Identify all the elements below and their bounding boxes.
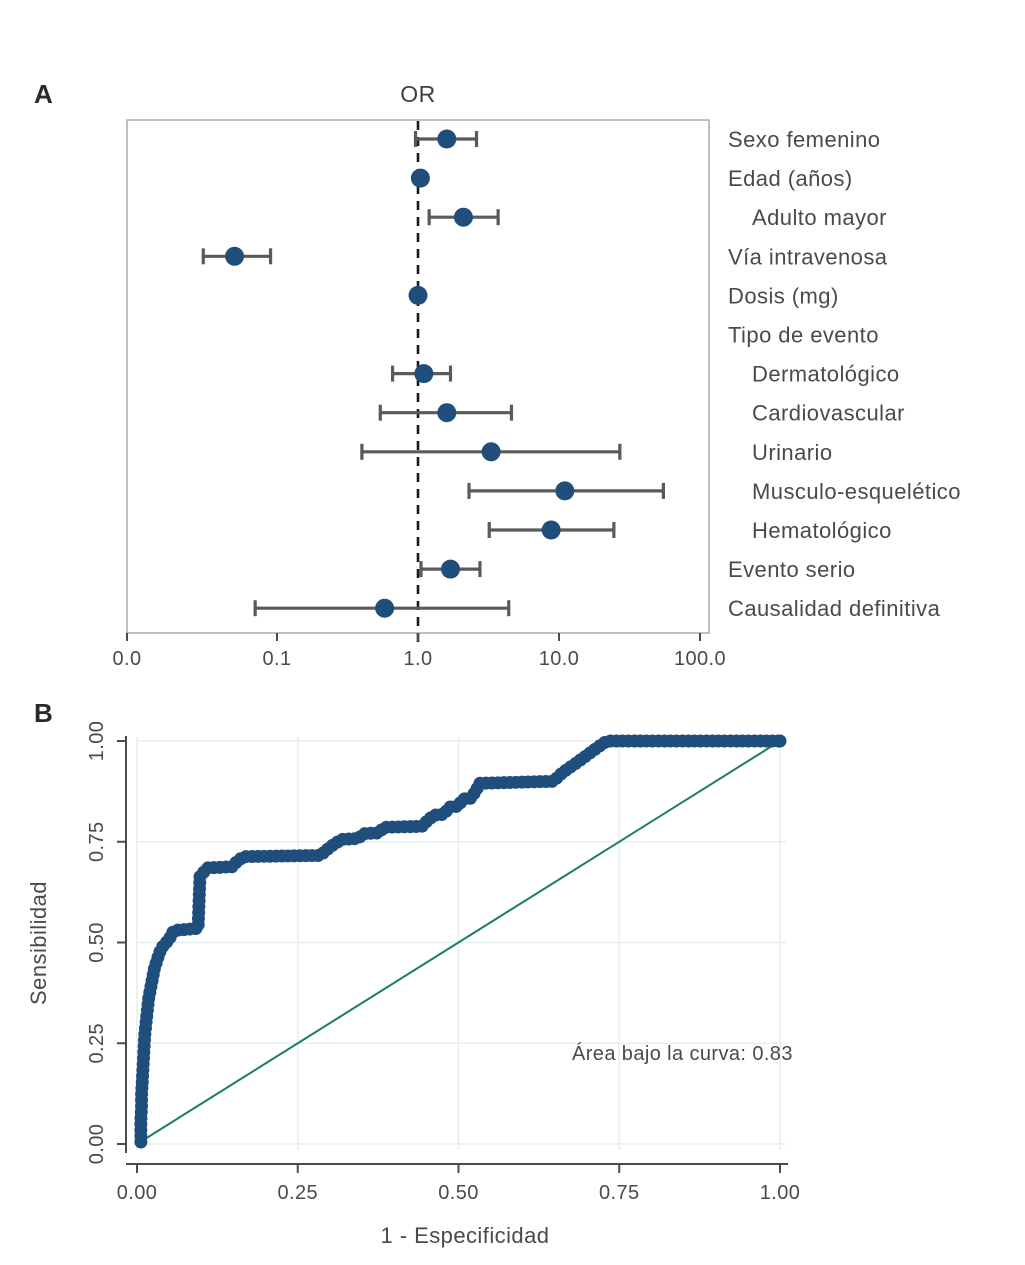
roc-dot <box>773 734 787 748</box>
roc-x-tick-label: 1.00 <box>760 1182 801 1204</box>
roc-y-axis-title: Sensibilidad <box>26 881 51 1005</box>
forest-row-label: Tipo de evento <box>728 323 879 348</box>
forest-x-tick-label: 10.0 <box>539 648 580 670</box>
forest-point <box>225 246 245 266</box>
forest-plot-content <box>201 129 665 618</box>
forest-row-label: Causalidad definitiva <box>728 596 941 621</box>
roc-diagonal-line <box>136 740 781 1145</box>
roc-y-tick-label: 0.00 <box>86 1124 108 1165</box>
forest-row-label: Edad (años) <box>728 166 853 191</box>
forest-row-label: Urinario <box>752 440 833 465</box>
forest-row-label: Sexo femenino <box>728 127 880 152</box>
forest-x-axis: 0.0 0.1 1.0 10.0 100.0 <box>112 633 726 670</box>
forest-row-label: Evento serio <box>728 557 856 582</box>
roc-x-tick-label: 0.00 <box>117 1182 158 1204</box>
forest-point <box>437 129 457 149</box>
roc-x-tick-label: 0.25 <box>277 1182 318 1204</box>
forest-row-label: Hematológico <box>752 518 892 543</box>
forest-x-tick-label: 0.0 <box>112 648 141 670</box>
forest-point <box>408 285 428 305</box>
forest-point <box>555 481 575 501</box>
roc-x-tick-label: 0.75 <box>599 1182 640 1204</box>
forest-row-label: Musculo-esquelético <box>752 479 961 504</box>
forest-title: OR <box>400 81 435 107</box>
forest-point <box>437 403 457 423</box>
forest-row-labels: Sexo femenino Edad (años) Adulto mayor Vía … <box>728 127 961 621</box>
forest-point <box>541 520 561 540</box>
roc-curve <box>134 734 787 1149</box>
forest-x-tick-label: 0.1 <box>262 648 291 670</box>
forest-x-tick-label: 1.0 <box>403 648 432 670</box>
roc-y-tick-label: 0.25 <box>86 1023 108 1064</box>
forest-row-label: Dermatológico <box>752 362 900 387</box>
roc-y-tick-label: 0.75 <box>86 821 108 862</box>
roc-y-tick-label: 1.00 <box>86 721 108 762</box>
roc-axes: 0.00 0.25 0.50 0.75 1.00 0.00 0.25 0.50 0.75 1.00 <box>86 721 800 1204</box>
forest-point <box>453 207 473 227</box>
forest-point <box>375 598 395 618</box>
forest-row-label: Cardiovascular <box>752 401 905 426</box>
forest-row-label: Adulto mayor <box>752 205 887 230</box>
forest-row-label: Vía intravenosa <box>728 244 888 269</box>
forest-point <box>414 364 434 384</box>
panel-a-label: A <box>34 79 53 109</box>
roc-x-tick-label: 0.50 <box>438 1182 479 1204</box>
panel-b-label: B <box>34 698 53 728</box>
forest-point <box>410 168 430 188</box>
roc-y-tick-label: 0.50 <box>86 922 108 963</box>
forest-row-label: Dosis (mg) <box>728 283 839 308</box>
roc-x-axis-title: 1 - Especificidad <box>381 1223 550 1248</box>
forest-point <box>440 559 460 579</box>
forest-x-tick-label: 100.0 <box>674 648 726 670</box>
forest-point <box>481 442 501 462</box>
roc-auc-annotation: Área bajo la curva: 0.83 <box>572 1042 793 1065</box>
